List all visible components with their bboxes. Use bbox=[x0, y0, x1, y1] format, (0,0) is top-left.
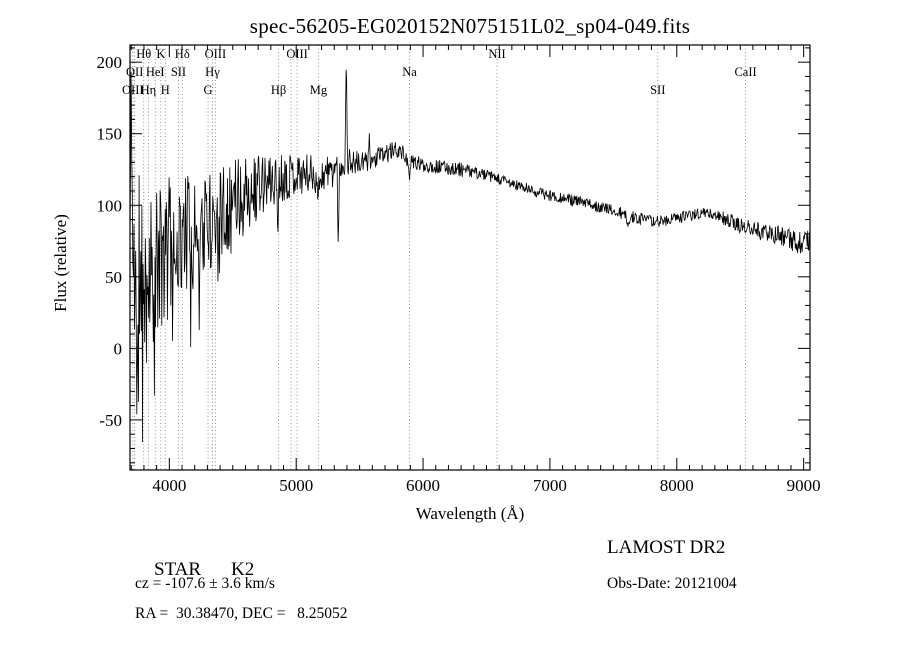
y-tick-label: 0 bbox=[114, 339, 123, 358]
spectral-line-label: Hη bbox=[141, 83, 157, 97]
cz-value: cz = -107.6 ± 3.6 km/s bbox=[135, 575, 275, 592]
spectrum-trace bbox=[129, 69, 811, 443]
spectral-line-label: Hθ bbox=[136, 47, 151, 61]
x-tick-label: 9000 bbox=[787, 476, 821, 495]
tick-labels: 4000 5000 6000 7000 8000 9000 -50 0 50 100 150 200 bbox=[97, 53, 821, 495]
y-axis-label: Flux (relative) bbox=[51, 214, 70, 312]
spectral-line-label: OIII bbox=[122, 83, 144, 97]
axis-ticks bbox=[130, 45, 810, 470]
x-tick-label: 8000 bbox=[660, 476, 694, 495]
plot-frame bbox=[129, 44, 811, 471]
spectral-line-label: H bbox=[161, 83, 170, 97]
object-type: STAR bbox=[154, 559, 202, 580]
x-tick-label: 4000 bbox=[152, 476, 186, 495]
spectral-line-label: SII bbox=[171, 65, 186, 79]
spectral-line-label: OIII bbox=[205, 47, 227, 61]
x-tick-label: 6000 bbox=[406, 476, 440, 495]
y-tick-label: 50 bbox=[105, 268, 122, 287]
object-class-line: STAR K2 bbox=[135, 537, 254, 603]
plot-title: spec-56205-EG020152N075151L02_sp04-049.f… bbox=[249, 14, 691, 38]
y-tick-label: 200 bbox=[97, 53, 123, 72]
survey-label: LAMOST DR2 bbox=[607, 537, 726, 558]
spectral-feature-lines bbox=[132, 45, 747, 470]
spectral-line-label: G bbox=[204, 83, 213, 97]
x-tick-label: 7000 bbox=[533, 476, 567, 495]
y-tick-label: -50 bbox=[99, 411, 122, 430]
spectral-line-label: OIII bbox=[286, 47, 308, 61]
spectral-line-label: Hβ bbox=[271, 83, 286, 97]
spectral-line-label: Hγ bbox=[205, 65, 220, 79]
object-subclass: K2 bbox=[231, 559, 255, 580]
spectral-line-label: HeI bbox=[146, 65, 165, 79]
spectral-line-label: NII bbox=[488, 47, 505, 61]
y-tick-label: 100 bbox=[97, 196, 123, 215]
spectral-line-label: Mg bbox=[310, 83, 328, 97]
spectral-line-label: Hδ bbox=[175, 47, 190, 61]
ra-dec-value: RA = 30.38470, DEC = 8.25052 bbox=[135, 605, 348, 622]
obs-date: Obs-Date: 20121004 bbox=[607, 575, 737, 592]
y-tick-label: 150 bbox=[97, 125, 123, 144]
spectral-line-label: K bbox=[156, 47, 165, 61]
x-axis-label: Wavelength (Å) bbox=[415, 504, 525, 523]
spectral-line-label: SII bbox=[650, 83, 665, 97]
spectral-line-label: CaII bbox=[734, 65, 756, 79]
spectral-line-label: Na bbox=[402, 65, 417, 79]
x-tick-label: 5000 bbox=[279, 476, 313, 495]
